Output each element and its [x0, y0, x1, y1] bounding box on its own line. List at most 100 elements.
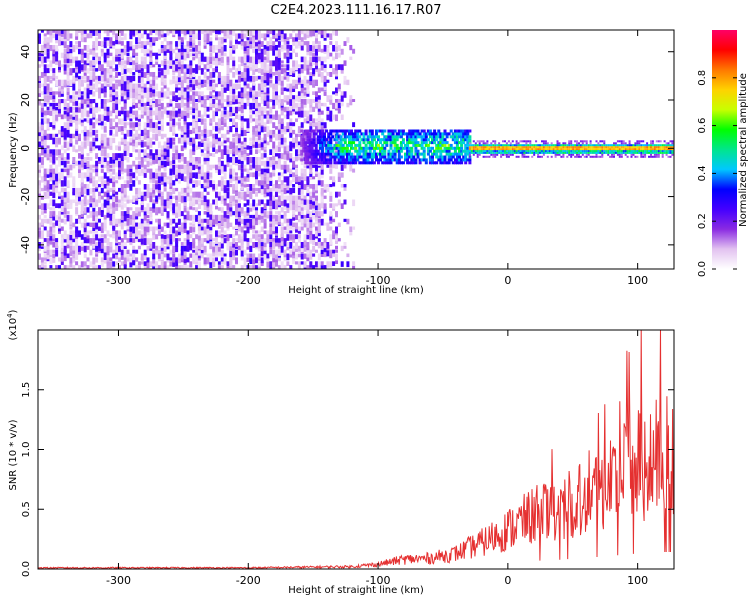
- heatmap-cell: [217, 37, 221, 41]
- heatmap-cell: [266, 172, 270, 177]
- heatmap-cell: [229, 222, 233, 227]
- heatmap-cell: [100, 145, 104, 149]
- heatmap-cell: [78, 153, 81, 159]
- heatmap-cell: [75, 238, 79, 244]
- heatmap-cell: [83, 37, 87, 43]
- heatmap-cell: [180, 145, 184, 152]
- heatmap-cell: [38, 157, 41, 163]
- heatmap-cell: [303, 95, 307, 99]
- heatmap-cell: [315, 226, 318, 231]
- heatmap-cell: [157, 114, 161, 122]
- heatmap-cell: [275, 261, 278, 267]
- heatmap-cell: [92, 56, 96, 61]
- heatmap-cell: [445, 149, 449, 153]
- heatmap-cell: [143, 261, 147, 266]
- heatmap-cell: [320, 265, 324, 269]
- heatmap-cell: [95, 242, 99, 246]
- heatmap-cell: [272, 203, 276, 210]
- heatmap-cell: [95, 68, 99, 72]
- heatmap-cell: [58, 37, 61, 43]
- heatmap-cell: [109, 157, 113, 164]
- heatmap-cell: [249, 37, 253, 42]
- heatmap-cell: [49, 211, 53, 218]
- heatmap-cell: [323, 45, 327, 52]
- heatmap-cell: [172, 226, 176, 232]
- heatmap-cell: [92, 164, 96, 168]
- heatmap-cell: [426, 146, 430, 150]
- heatmap-cell: [260, 114, 264, 119]
- heatmap-cell: [80, 199, 84, 206]
- heatmap-cell: [255, 45, 258, 49]
- heatmap-cell: [283, 72, 287, 77]
- heatmap-cell: [180, 37, 184, 43]
- heatmap-cell: [277, 33, 281, 41]
- heatmap-cell: [240, 238, 244, 245]
- heatmap-cell: [189, 129, 193, 135]
- heatmap-cell: [329, 152, 333, 156]
- heatmap-cell: [237, 214, 241, 222]
- heatmap-cell: [58, 172, 61, 179]
- heatmap-cell: [132, 110, 136, 115]
- heatmap-cell: [300, 245, 304, 253]
- heatmap-cell: [38, 52, 41, 57]
- heatmap-cell: [126, 83, 130, 90]
- heatmap-cell: [100, 126, 104, 130]
- heatmap-cell: [399, 135, 403, 139]
- heatmap-cell: [302, 143, 306, 147]
- heatmap-cell: [115, 191, 119, 195]
- heatmap-cell: [192, 230, 196, 235]
- heatmap-cell: [118, 118, 121, 125]
- heatmap-cell: [235, 245, 238, 249]
- heatmap-cell: [243, 137, 247, 142]
- heatmap-cell: [177, 226, 181, 232]
- heatmap-cell: [89, 261, 93, 267]
- heatmap-cell: [192, 99, 196, 106]
- heatmap-cell: [206, 37, 210, 43]
- heatmap-cell: [325, 161, 329, 165]
- heatmap-cell: [220, 238, 224, 244]
- heatmap-cell: [223, 222, 227, 228]
- heatmap-cell: [348, 152, 351, 156]
- heatmap-cell: [146, 184, 150, 190]
- heatmap-cell: [412, 135, 416, 139]
- heatmap-cell: [98, 226, 101, 231]
- heatmap-cell: [246, 172, 250, 178]
- heatmap-cell: [246, 37, 250, 41]
- heatmap-cell: [381, 146, 385, 150]
- heatmap-cell: [83, 72, 87, 76]
- heatmap-cell: [383, 155, 387, 159]
- heatmap-cell: [206, 129, 210, 137]
- heatmap-cell: [337, 158, 341, 162]
- heatmap-cell: [346, 218, 350, 225]
- heatmap-cell: [98, 106, 101, 112]
- heatmap-cell: [345, 149, 349, 153]
- heatmap-cell: [300, 45, 304, 51]
- heatmap-cell: [220, 149, 224, 155]
- heatmap-cell: [83, 99, 87, 104]
- heatmap-cell: [206, 172, 210, 179]
- heatmap-cell: [235, 222, 238, 229]
- heatmap-cell: [420, 158, 424, 162]
- heatmap-cell: [69, 234, 73, 241]
- heatmap-cell: [358, 141, 362, 145]
- heatmap-cell: [146, 207, 150, 214]
- heatmap-cell: [410, 161, 414, 165]
- heatmap-cell: [60, 153, 64, 158]
- heatmap-cell: [266, 126, 270, 132]
- heatmap-cell: [40, 187, 44, 192]
- heatmap-cell: [333, 146, 337, 150]
- heatmap-cell: [275, 253, 278, 260]
- heatmap-cell: [66, 180, 70, 187]
- heatmap-cell: [180, 68, 184, 74]
- heatmap-cell: [372, 146, 376, 150]
- heatmap-cell: [152, 91, 156, 97]
- heatmap-cell: [410, 152, 414, 156]
- heatmap-cell: [349, 56, 353, 60]
- heatmap-cell: [406, 132, 410, 136]
- heatmap-cell: [395, 146, 399, 150]
- heatmap-cell: [43, 149, 47, 154]
- heatmap-cell: [40, 157, 44, 163]
- heatmap-cell: [220, 261, 224, 265]
- heatmap-cell: [215, 83, 218, 88]
- heatmap-cell: [257, 218, 261, 225]
